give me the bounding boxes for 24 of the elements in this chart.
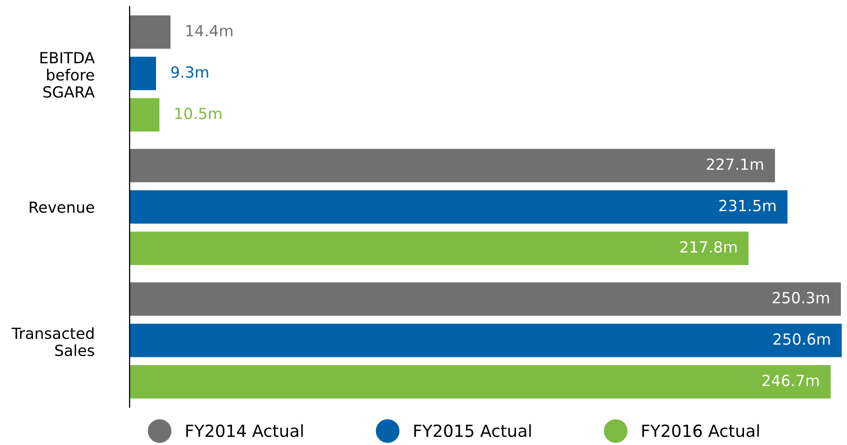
- data-label: 227.1m: [706, 158, 763, 170]
- bar: [130, 56, 156, 90]
- data-label: 250.6m: [774, 333, 830, 345]
- legend-label: FY2015 Actual: [414, 424, 531, 438]
- bar: [130, 148, 775, 182]
- y-tick-label: Transacted Sales: [12, 327, 94, 356]
- bar: [130, 324, 842, 358]
- data-label: 10.5m: [175, 108, 222, 120]
- bar: [130, 232, 749, 265]
- legend-label: FY2016 Actual: [642, 424, 759, 438]
- bar: [130, 190, 788, 224]
- data-label: 217.8m: [680, 241, 737, 253]
- data-label: 250.3m: [772, 292, 829, 304]
- bar: [130, 98, 160, 132]
- y-tick-label: Revenue: [30, 202, 94, 213]
- bar: [130, 282, 841, 316]
- y-tick-label: EBITDA before SGARA: [40, 52, 95, 98]
- legend-label: FY2014 Actual: [186, 424, 303, 438]
- data-label: 14.4m: [186, 25, 232, 36]
- bar: [130, 15, 171, 49]
- data-label: 246.7m: [762, 374, 819, 386]
- data-label: 9.3m: [171, 66, 208, 78]
- data-label: 231.5m: [719, 200, 776, 212]
- bar: [130, 365, 831, 398]
